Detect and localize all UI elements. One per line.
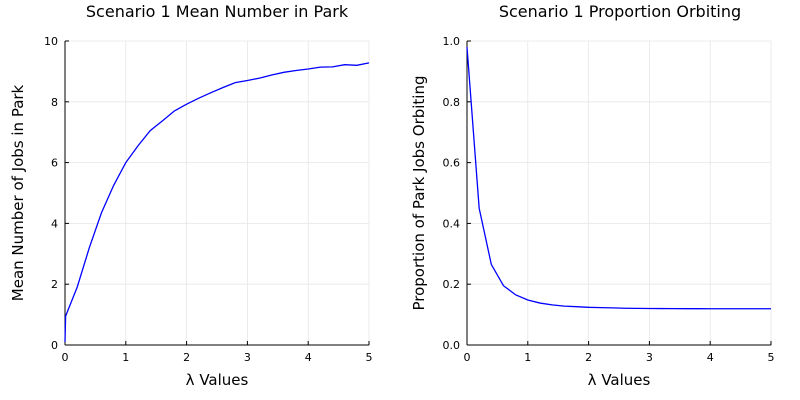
x-tick-label: 1 — [122, 351, 129, 364]
x-tick-label: 2 — [585, 351, 592, 364]
x-axis-label: λ Values — [588, 371, 651, 389]
y-tick-label: 0.2 — [443, 278, 461, 291]
chart-title: Scenario 1 Mean Number in Park — [86, 2, 349, 21]
y-tick-label: 0.0 — [443, 339, 461, 352]
chart-panel-2: 0 1 2 3 4 5 0.0 0.2 0.4 0.6 0.8 1.0 Scenario 1 Propo… — [410, 2, 775, 389]
x-tick-label: 3 — [646, 351, 653, 364]
x-tick-label: 0 — [464, 351, 471, 364]
series-line — [64, 62, 370, 342]
x-tick-label: 3 — [244, 351, 251, 364]
y-tick-label: 6 — [51, 157, 58, 170]
y-tick-label: 0.4 — [443, 217, 461, 230]
x-tick-label: 5 — [366, 351, 373, 364]
y-tick-label: 10 — [44, 35, 58, 48]
y-tick-label: 0.6 — [443, 157, 461, 170]
chart-title: Scenario 1 Proportion Orbiting — [499, 2, 741, 21]
y-tick-label: 1.0 — [443, 35, 461, 48]
x-tick-label: 5 — [768, 351, 775, 364]
y-tick-label: 0 — [51, 339, 58, 352]
y-axis-label: Mean Number of Jobs in Park — [9, 84, 27, 301]
y-tick-label: 0.8 — [443, 96, 461, 109]
y-tick-label: 2 — [51, 278, 58, 291]
y-tick-label: 8 — [51, 96, 58, 109]
y-axis-label: Proportion of Park Jobs Orbiting — [410, 75, 428, 310]
x-tick-label: 4 — [707, 351, 714, 364]
x-tick-label: 2 — [183, 351, 190, 364]
y-tick-label: 4 — [51, 217, 58, 230]
chart-panel-1: 0 1 2 3 4 5 0 2 4 6 8 10 Scenario 1 Mean Number in P… — [9, 2, 373, 389]
x-tick-label: 0 — [62, 351, 69, 364]
series-line — [466, 47, 771, 310]
x-tick-label: 4 — [305, 351, 312, 364]
x-axis-label: λ Values — [186, 371, 249, 389]
x-tick-label: 1 — [524, 351, 531, 364]
